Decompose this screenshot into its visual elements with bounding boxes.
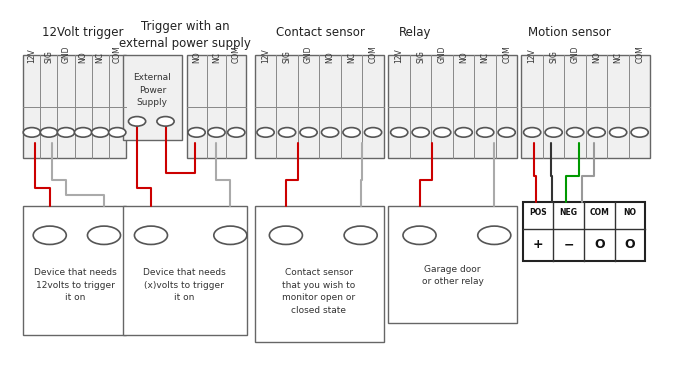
Circle shape [214, 226, 247, 245]
Text: NC: NC [96, 51, 105, 63]
Text: NO: NO [623, 208, 637, 217]
Text: Motion sensor: Motion sensor [528, 26, 610, 39]
Circle shape [477, 128, 494, 137]
Circle shape [257, 128, 274, 137]
Text: SIG: SIG [283, 50, 292, 63]
Text: POS: POS [529, 208, 547, 217]
Circle shape [134, 226, 167, 245]
Circle shape [74, 128, 92, 137]
Circle shape [343, 128, 360, 137]
Text: 12V: 12V [395, 48, 404, 63]
Bar [122, 55, 182, 140]
Bar [388, 55, 518, 158]
Text: NEG: NEG [560, 208, 578, 217]
Circle shape [33, 226, 66, 245]
Bar [522, 202, 645, 261]
Circle shape [188, 128, 205, 137]
Circle shape [566, 128, 584, 137]
Text: SIG: SIG [416, 50, 425, 63]
Text: 12V: 12V [27, 48, 36, 63]
Text: NO: NO [192, 51, 201, 63]
Text: Relay: Relay [400, 26, 432, 39]
Text: COM: COM [589, 208, 609, 217]
Text: NO: NO [592, 51, 601, 63]
Text: GND: GND [437, 45, 447, 63]
Text: NC: NC [481, 51, 489, 63]
Text: COM: COM [502, 45, 511, 63]
Text: O: O [594, 238, 605, 251]
Text: O: O [624, 238, 635, 251]
Text: 12V: 12V [261, 48, 270, 63]
Text: GND: GND [304, 45, 313, 63]
Circle shape [128, 117, 146, 126]
Bar [23, 206, 126, 334]
Circle shape [92, 128, 109, 137]
Bar [255, 55, 384, 158]
Text: COM: COM [369, 45, 377, 63]
Text: 12Volt trigger: 12Volt trigger [42, 26, 124, 39]
Circle shape [478, 226, 511, 245]
Text: COM: COM [232, 45, 241, 63]
Text: Contact sensor
that you wish to
monitor open or
closed state: Contact sensor that you wish to monitor … [282, 268, 356, 315]
Circle shape [391, 128, 408, 137]
Circle shape [300, 128, 317, 137]
Text: Device that needs
(x)volts to trigger
it on: Device that needs (x)volts to trigger it… [142, 268, 225, 302]
Circle shape [227, 128, 245, 137]
Text: 12V: 12V [528, 48, 537, 63]
Text: NO: NO [78, 51, 88, 63]
Text: NC: NC [614, 51, 622, 63]
Text: Device that needs
12volts to trigger
it on: Device that needs 12volts to trigger it … [34, 268, 117, 302]
Text: COM: COM [113, 45, 122, 63]
Text: NC: NC [347, 51, 356, 63]
Circle shape [610, 128, 627, 137]
Circle shape [321, 128, 339, 137]
Text: GND: GND [61, 45, 70, 63]
Circle shape [344, 226, 377, 245]
Circle shape [279, 128, 296, 137]
Bar [122, 206, 247, 334]
Text: GND: GND [570, 45, 580, 63]
Circle shape [88, 226, 121, 245]
Bar [388, 206, 518, 324]
Bar [23, 55, 126, 158]
Text: Trigger with an
external power supply: Trigger with an external power supply [119, 20, 251, 50]
Text: NO: NO [325, 51, 335, 63]
Circle shape [433, 128, 451, 137]
Text: SIG: SIG [45, 50, 53, 63]
Bar [187, 55, 246, 158]
Text: External
Power
Supply: External Power Supply [134, 73, 171, 107]
Text: +: + [533, 238, 543, 251]
Circle shape [412, 128, 429, 137]
Circle shape [208, 128, 225, 137]
Circle shape [545, 128, 562, 137]
Text: Contact sensor: Contact sensor [276, 26, 364, 39]
Circle shape [498, 128, 515, 137]
Text: NO: NO [459, 51, 468, 63]
Circle shape [455, 128, 472, 137]
Circle shape [40, 128, 57, 137]
Circle shape [524, 128, 541, 137]
Text: NC: NC [212, 51, 221, 63]
Circle shape [403, 226, 436, 245]
Circle shape [269, 226, 302, 245]
Text: COM: COM [635, 45, 644, 63]
Circle shape [23, 128, 40, 137]
Bar [521, 55, 651, 158]
Circle shape [631, 128, 648, 137]
Text: Garage door
or other relay: Garage door or other relay [422, 265, 483, 286]
Circle shape [588, 128, 605, 137]
Bar [255, 206, 384, 342]
Circle shape [364, 128, 381, 137]
Text: −: − [564, 238, 574, 251]
Text: SIG: SIG [549, 50, 558, 63]
Circle shape [157, 117, 174, 126]
Circle shape [109, 128, 126, 137]
Circle shape [57, 128, 75, 137]
